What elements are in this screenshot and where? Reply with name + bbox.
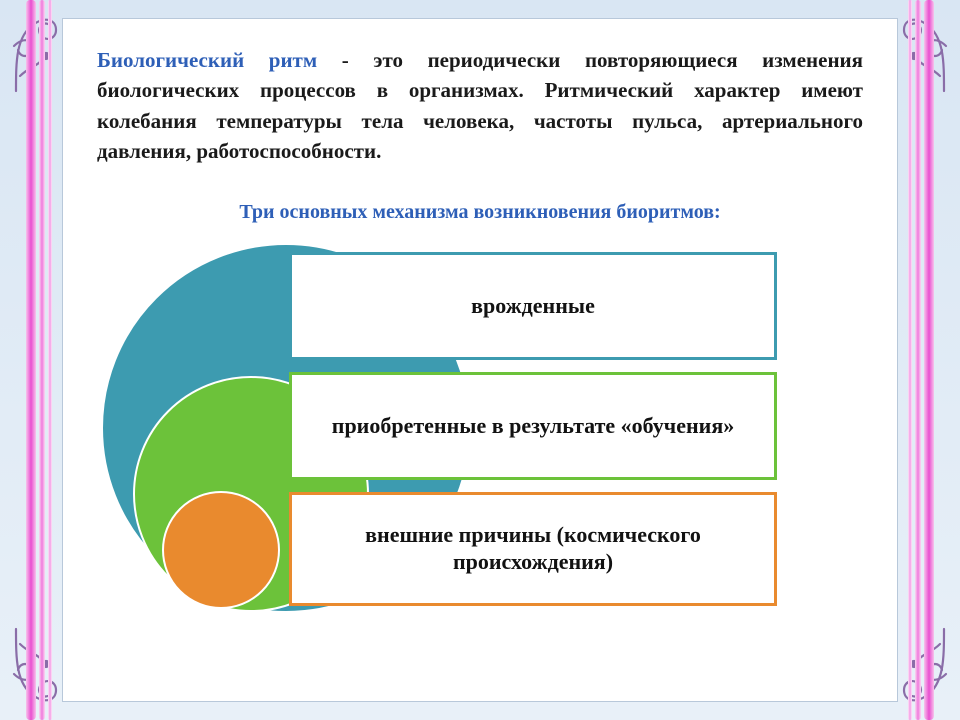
diagram-item: врожденные xyxy=(289,252,777,360)
ornament-bottom-left xyxy=(6,624,66,714)
subtitle: Три основных механизма возникновения био… xyxy=(97,201,863,224)
diagram-arc xyxy=(162,491,280,609)
content-panel: Биологический ритм - это периодически по… xyxy=(62,18,898,702)
accent-bars-left xyxy=(26,0,52,720)
ornament-top-right xyxy=(894,6,954,96)
ornament-top-left xyxy=(6,6,66,96)
diagram-item: внешние причины (космического происхожде… xyxy=(289,492,777,606)
mechanisms-diagram: врожденные приобретенные в результате «об… xyxy=(121,248,841,608)
slide-frame: Биологический ритм - это периодически по… xyxy=(0,0,960,720)
definition-paragraph: Биологический ритм - это периодически по… xyxy=(97,45,863,167)
definition-lead: Биологический ритм xyxy=(97,48,317,72)
ornament-bottom-right xyxy=(894,624,954,714)
diagram-item: приобретенные в результате «обучения» xyxy=(289,372,777,480)
accent-bars-right xyxy=(908,0,934,720)
